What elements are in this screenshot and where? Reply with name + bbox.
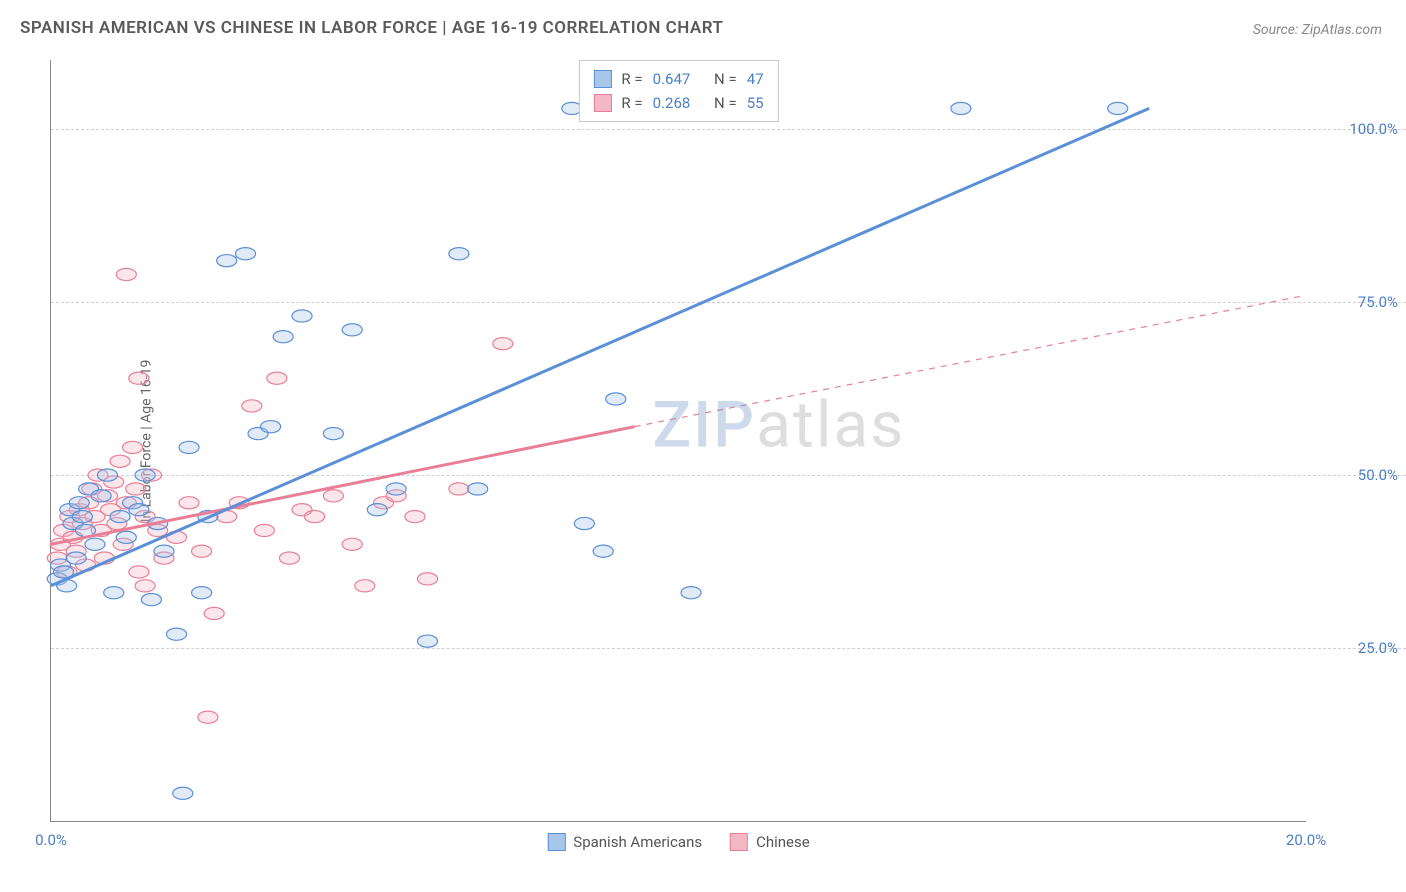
stats-row-series2: R = 0.268 N = 55 bbox=[593, 91, 763, 115]
y-tick-label: 100.0% bbox=[1349, 120, 1398, 138]
data-point bbox=[323, 490, 343, 502]
x-tick-label: 0.0% bbox=[35, 831, 67, 849]
plot-area: In Labor Force | Age 16-19 25.0%50.0%75.… bbox=[50, 60, 1306, 822]
data-point bbox=[198, 711, 218, 723]
legend-item-series2: Chinese bbox=[730, 833, 810, 851]
r-value-series1: 0.647 bbox=[653, 67, 691, 91]
data-point bbox=[135, 469, 155, 481]
x-tick-label: 20.0% bbox=[1286, 831, 1326, 849]
data-point bbox=[141, 594, 161, 606]
r-value-series2: 0.268 bbox=[653, 91, 691, 115]
legend-item-series1: Spanish Americans bbox=[547, 833, 702, 851]
data-point bbox=[273, 331, 293, 343]
legend-swatch-series2 bbox=[730, 833, 748, 851]
data-point bbox=[204, 607, 224, 619]
y-tick-label: 75.0% bbox=[1358, 293, 1398, 311]
data-point bbox=[951, 102, 971, 114]
legend-label-series2: Chinese bbox=[756, 833, 810, 851]
data-point bbox=[91, 490, 111, 502]
n-value-series2: 55 bbox=[747, 91, 764, 115]
data-point bbox=[254, 524, 274, 536]
data-point bbox=[173, 787, 193, 799]
data-point bbox=[261, 421, 281, 433]
data-point bbox=[154, 545, 174, 557]
data-point bbox=[449, 483, 469, 495]
data-point bbox=[72, 511, 92, 523]
stats-row-series1: R = 0.647 N = 47 bbox=[593, 67, 763, 91]
data-point bbox=[110, 511, 130, 523]
data-point bbox=[97, 469, 117, 481]
data-point bbox=[235, 248, 255, 260]
data-point bbox=[135, 580, 155, 592]
y-tick-label: 50.0% bbox=[1358, 466, 1398, 484]
data-point bbox=[574, 517, 594, 529]
data-point bbox=[242, 400, 262, 412]
scatter-plot-svg bbox=[51, 60, 1306, 821]
data-point bbox=[342, 324, 362, 336]
data-point bbox=[179, 497, 199, 509]
data-point bbox=[179, 441, 199, 453]
data-point bbox=[1108, 102, 1128, 114]
data-point bbox=[292, 310, 312, 322]
data-point bbox=[367, 504, 387, 516]
data-point bbox=[192, 587, 212, 599]
legend-label-series1: Spanish Americans bbox=[573, 833, 702, 851]
data-point bbox=[355, 580, 375, 592]
data-point bbox=[417, 573, 437, 585]
swatch-series1 bbox=[593, 70, 611, 88]
data-point bbox=[126, 483, 146, 495]
data-point bbox=[166, 628, 186, 640]
legend-swatch-series1 bbox=[547, 833, 565, 851]
data-point bbox=[110, 455, 130, 467]
data-point bbox=[386, 483, 406, 495]
data-point bbox=[116, 268, 136, 280]
trend-line bbox=[635, 295, 1306, 426]
data-point bbox=[342, 538, 362, 550]
data-point bbox=[493, 338, 513, 350]
data-point bbox=[681, 587, 701, 599]
r-label: R = bbox=[621, 91, 642, 115]
y-tick-label: 25.0% bbox=[1358, 639, 1398, 657]
data-point bbox=[305, 511, 325, 523]
swatch-series2 bbox=[593, 94, 611, 112]
data-point bbox=[85, 538, 105, 550]
n-label: N = bbox=[714, 67, 737, 91]
source-attribution: Source: ZipAtlas.com bbox=[1253, 22, 1382, 38]
chart-container: SPANISH AMERICAN VS CHINESE IN LABOR FOR… bbox=[0, 0, 1406, 892]
data-point bbox=[267, 372, 287, 384]
data-point bbox=[279, 552, 299, 564]
data-point bbox=[69, 497, 89, 509]
data-point bbox=[129, 372, 149, 384]
data-point bbox=[217, 255, 237, 267]
data-point bbox=[192, 545, 212, 557]
data-point bbox=[129, 504, 149, 516]
data-point bbox=[593, 545, 613, 557]
data-point bbox=[405, 511, 425, 523]
chart-title: SPANISH AMERICAN VS CHINESE IN LABOR FOR… bbox=[20, 18, 724, 38]
data-point bbox=[449, 248, 469, 260]
data-point bbox=[468, 483, 488, 495]
correlation-stats-box: R = 0.647 N = 47 R = 0.268 N = 55 bbox=[578, 60, 778, 122]
data-point bbox=[606, 393, 626, 405]
data-point bbox=[104, 587, 124, 599]
n-value-series1: 47 bbox=[747, 67, 764, 91]
data-point bbox=[129, 566, 149, 578]
data-point bbox=[116, 531, 136, 543]
data-point bbox=[66, 552, 86, 564]
trend-line bbox=[51, 108, 1149, 585]
n-label: N = bbox=[714, 91, 737, 115]
data-point bbox=[323, 427, 343, 439]
data-point bbox=[417, 635, 437, 647]
r-label: R = bbox=[621, 67, 642, 91]
bottom-legend: Spanish Americans Chinese bbox=[547, 833, 809, 851]
data-point bbox=[123, 441, 143, 453]
